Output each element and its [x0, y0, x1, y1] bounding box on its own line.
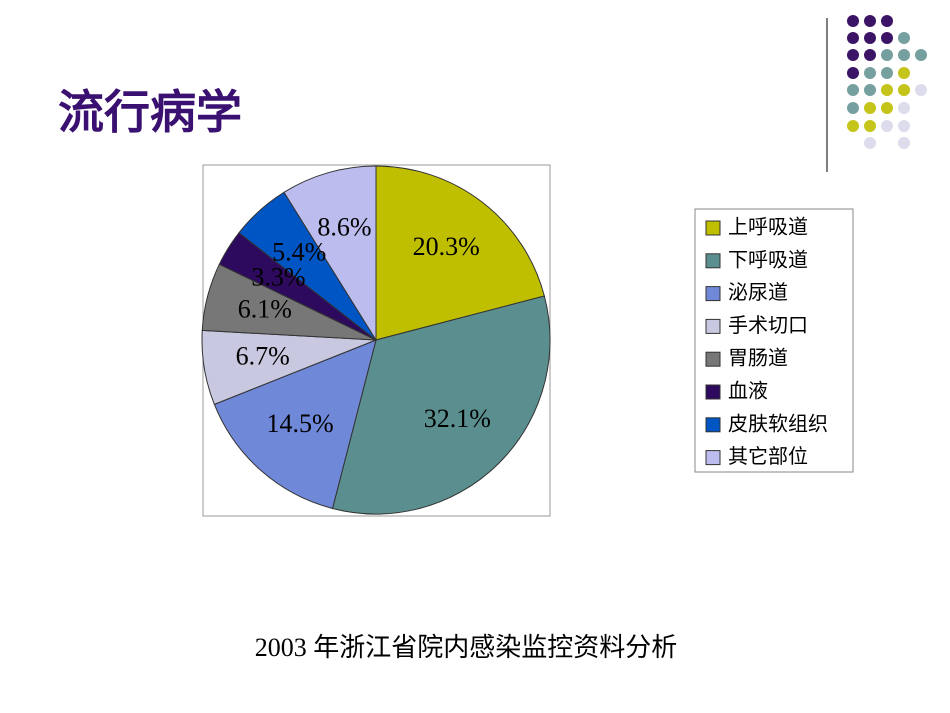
pie-slice [213, 339, 377, 510]
slide-title: 流行病学 [58, 85, 242, 139]
legend-swatch [705, 286, 721, 302]
pie-slice [375, 165, 545, 341]
data-label: 6.1% [238, 294, 292, 323]
legend-swatch [705, 351, 721, 367]
data-label: 32.1% [424, 404, 491, 433]
legend-label: 手术切口 [728, 313, 808, 337]
data-label: 6.7% [236, 341, 290, 370]
legend-swatch [705, 450, 721, 466]
legend-swatch [705, 318, 721, 334]
legend-label: 胃肠道 [728, 346, 788, 370]
data-label: 14.5% [266, 409, 333, 438]
pie-slice [331, 295, 551, 515]
decor-dots [826, 15, 927, 172]
data-label: 3.3% [251, 262, 305, 291]
legend-swatch [705, 220, 721, 236]
legend-label: 上呼吸道 [728, 215, 808, 239]
legend-label: 皮肤软组织 [728, 411, 828, 435]
legend-label: 血液 [728, 379, 768, 403]
data-label: 5.4% [272, 238, 326, 267]
legend-label: 下呼吸道 [728, 247, 808, 271]
caption: 2003 年浙江省院内感染监控资料分析 [255, 633, 678, 662]
legend-box [694, 208, 854, 473]
data-label: 20.3% [413, 232, 480, 261]
legend-label: 泌尿道 [728, 280, 788, 304]
legend-label: 其它部位 [728, 444, 808, 468]
legend-swatch [705, 384, 721, 400]
data-label: 8.6% [317, 213, 371, 242]
legend-swatch [705, 253, 721, 269]
pie-slice [283, 165, 377, 342]
legend-swatch [705, 417, 721, 433]
